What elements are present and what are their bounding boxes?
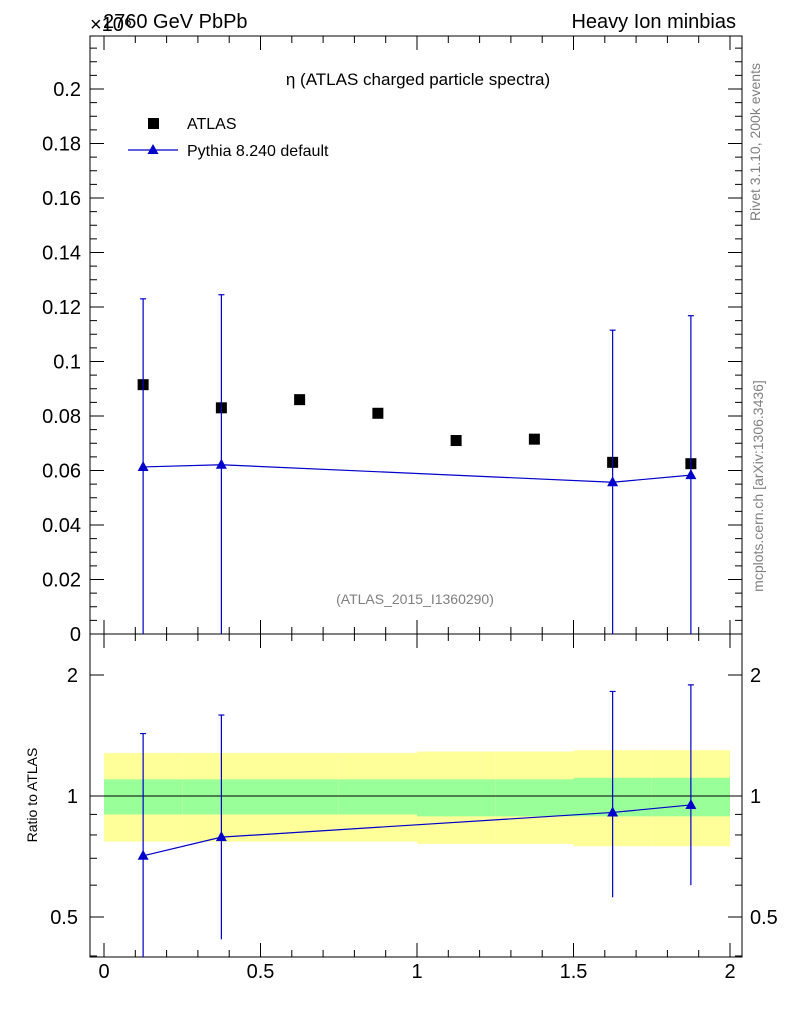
ratio-panel-axes: 0 0.5 1 1.5 2 0.5 0.5 1 1 2 2 — [50, 633, 778, 983]
y-tick-label: 0.14 — [42, 243, 81, 265]
pythia-point — [215, 458, 227, 469]
header-exponent: ×10⁶ — [90, 14, 132, 36]
main-panel-axes: 0 0.02 0.04 0.06 0.08 0.1 0.12 0.14 0.16 0.18 0.2 — [42, 35, 743, 646]
ratio-y-tick-label-left: 2 — [67, 665, 78, 687]
y-tick-label: 0.08 — [42, 406, 81, 428]
atlas-data-point — [528, 433, 540, 445]
rivet-version-label: Rivet 3.1.10, 200k events — [747, 63, 763, 221]
legend-pythia-marker — [147, 144, 159, 154]
atlas-data-point — [294, 394, 306, 406]
y-tick-label: 0.18 — [42, 134, 81, 156]
pythia-point — [685, 469, 697, 480]
ratio-panel-series — [137, 684, 697, 957]
band-inner — [338, 779, 417, 815]
analysis-watermark: (ATLAS_2015_I1360290) — [336, 591, 494, 607]
y-tick-label: 0.06 — [42, 461, 81, 483]
ratio-y-tick-label-right: 2 — [750, 665, 761, 687]
x-tick-label: 2 — [724, 961, 735, 983]
pythia-ratio-line — [142, 804, 691, 857]
y-tick-label: 0.02 — [42, 570, 81, 592]
atlas-data-point — [372, 407, 384, 419]
band-inner — [417, 779, 496, 817]
legend: ATLAS Pythia 8.240 default — [128, 116, 329, 160]
legend-atlas-label: ATLAS — [187, 116, 237, 133]
x-tick-label: 1.5 — [560, 961, 588, 983]
band-inner — [495, 779, 574, 817]
y-tick-label: 0.12 — [42, 297, 81, 319]
pythia-point — [137, 460, 149, 471]
plot-title: η (ATLAS charged particle spectra) — [286, 70, 550, 89]
pythia-ratio-point — [137, 849, 149, 860]
main-panel-series — [137, 294, 697, 634]
atlas-data-point — [450, 435, 462, 447]
header-left-title: 2760 GeV PbPb — [103, 11, 248, 33]
header-right-title: Heavy Ion minbias — [571, 11, 736, 33]
y-tick-label: 0 — [70, 624, 81, 646]
x-tick-label: 0.5 — [247, 961, 275, 983]
pythia-ratio-point — [215, 831, 227, 842]
ratio-y-tick-label-right: 1 — [750, 786, 761, 808]
legend-pythia-label: Pythia 8.240 default — [187, 143, 329, 160]
band-inner — [260, 779, 339, 815]
pythia-ratio-point — [607, 806, 619, 817]
legend-atlas-marker — [148, 118, 159, 129]
ratio-ylabel: Ratio to ATLAS — [24, 748, 40, 843]
y-tick-label: 0.1 — [53, 352, 81, 374]
y-tick-label: 0.16 — [42, 188, 81, 210]
ratio-uncertainty-bands — [104, 750, 730, 847]
pythia-line — [143, 464, 691, 483]
x-tick-label: 1 — [411, 961, 422, 983]
ratio-y-tick-label-right: 0.5 — [750, 907, 778, 929]
y-tick-label: 0.2 — [53, 79, 81, 101]
ratio-y-tick-label-left: 0.5 — [50, 907, 78, 929]
y-tick-label: 0.04 — [42, 515, 81, 537]
pythia-ratio-point — [685, 798, 697, 809]
mcplots-reference-label: mcplots.cern.ch [arXiv:1306.3436] — [750, 380, 766, 592]
pythia-point — [607, 476, 619, 487]
x-tick-label: 0 — [98, 961, 109, 983]
ratio-y-tick-label-left: 1 — [67, 786, 78, 808]
